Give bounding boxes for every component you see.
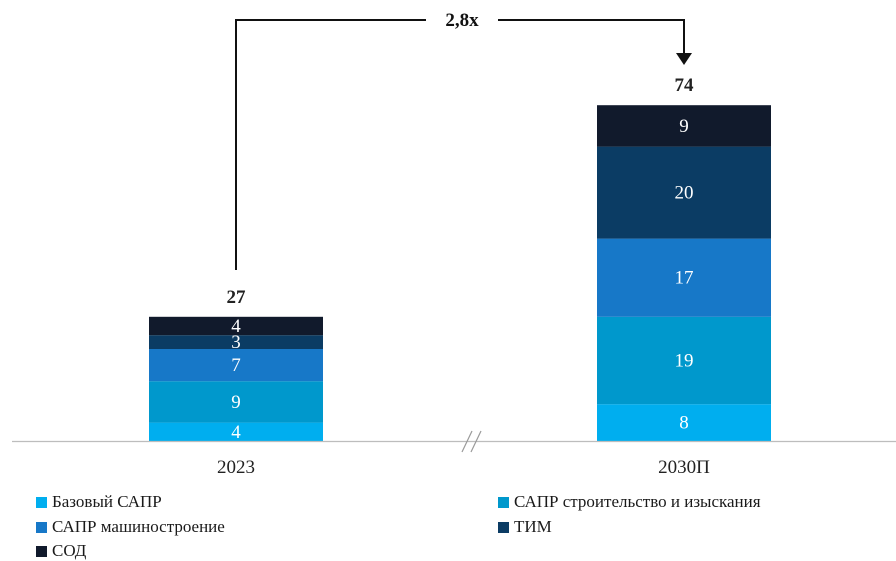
- bar-segment-label: 17: [675, 268, 694, 289]
- bar-segment-label: 9: [679, 116, 689, 137]
- bar-segment: [149, 381, 323, 423]
- axis-break-mark: [461, 430, 482, 453]
- bar-total-label: 27: [227, 287, 247, 308]
- legend-swatch: [36, 545, 47, 557]
- bar-segment: [597, 146, 771, 239]
- legend-label: САПР строительство и изыскания: [514, 492, 761, 511]
- bar-segment-label: 4: [231, 422, 241, 443]
- bar-segment-label: 3: [231, 332, 241, 353]
- legend-swatch: [36, 496, 47, 508]
- bar-segment: [597, 238, 771, 317]
- growth-connector-line: [235, 19, 685, 270]
- legend-label: СОД: [52, 541, 87, 560]
- bar-segment: [149, 316, 323, 336]
- bar-segment-label: 4: [231, 316, 241, 337]
- legend-swatch: [498, 496, 509, 508]
- bars-layer: [149, 105, 771, 441]
- bar-segment-label: 20: [675, 183, 694, 204]
- bar-segment: [597, 404, 771, 441]
- legend-swatch: [36, 521, 47, 533]
- bar-segment: [597, 316, 771, 405]
- growth-arrow-head: [676, 53, 692, 65]
- bar-segment: [149, 349, 323, 382]
- bar-segment-label: 8: [679, 413, 689, 434]
- x-tick-label: 2023: [217, 457, 255, 478]
- bar-segment: [597, 105, 771, 147]
- legend-item-tim: ТИМ: [498, 517, 552, 537]
- bar-segment-label: 19: [675, 351, 694, 372]
- growth-connector: 2,8x: [235, 10, 692, 270]
- legend-item-sod: СОД: [36, 541, 86, 561]
- legend-item-base-cad: Базовый САПР: [36, 492, 162, 512]
- bar-segment-label: 9: [231, 392, 241, 413]
- legend-label: Базовый САПР: [52, 492, 162, 511]
- bar-segment: [149, 422, 323, 441]
- legend-swatch: [498, 521, 509, 533]
- legend-item-construction-cad: САПР строительство и изыскания: [498, 492, 761, 512]
- growth-label: 2,8x: [445, 10, 479, 31]
- bar-segment: [149, 335, 323, 349]
- bar-total-label: 74: [675, 75, 695, 96]
- legend-label: ТИМ: [514, 517, 552, 536]
- x-tick-label: 2030П: [658, 457, 710, 478]
- bar-segment-label: 7: [231, 355, 241, 376]
- legend-label: САПР машиностроение: [52, 517, 225, 536]
- legend-item-mechanical-cad: САПР машиностроение: [36, 517, 225, 537]
